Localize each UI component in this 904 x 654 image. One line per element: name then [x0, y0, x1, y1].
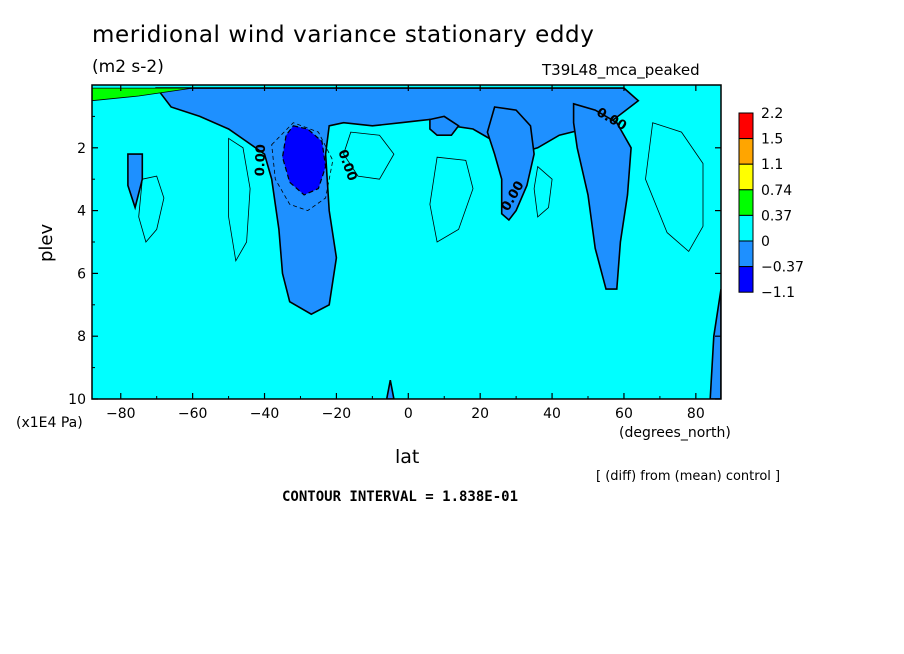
- diff-note: [ (diff) from (mean) control ]: [596, 469, 781, 484]
- x-tick-label: −80: [106, 406, 136, 422]
- colorbar-label: 1.1: [761, 157, 783, 173]
- thin-contour: [271, 122, 334, 212]
- top-band-positive: [92, 87, 193, 102]
- x-axis-label: lat: [395, 446, 420, 468]
- colorbar-swatch: [738, 112, 754, 140]
- colorbar-swatch: [738, 214, 754, 242]
- negative-region-equator-blob: [429, 115, 460, 136]
- y-tick-label: 8: [77, 329, 86, 345]
- thin-contour: [533, 165, 553, 218]
- colorbar-swatch: [738, 189, 754, 216]
- x-tick-label: −40: [250, 406, 280, 422]
- chart-title: meridional wind variance stationary eddy: [92, 22, 595, 48]
- colorbar-swatch: [738, 163, 754, 191]
- thin-contour: [429, 156, 474, 243]
- colorbar-swatch: [738, 138, 754, 165]
- thin-contour: [138, 175, 165, 243]
- negative-region-nh-trop-tongue: [486, 106, 535, 222]
- negative-region-right-edge: [709, 288, 721, 399]
- colorbar-label: 0.74: [761, 183, 792, 199]
- y-tick-label: 2: [77, 141, 86, 157]
- y-tick-label: 10: [68, 392, 86, 408]
- colorbar-label: 2.2: [761, 106, 783, 122]
- colorbar-label: 0.37: [761, 208, 792, 224]
- x-tick-label: 20: [471, 406, 489, 422]
- x-tick-label: 40: [543, 406, 561, 422]
- x-axis-units: (degrees_north): [619, 425, 731, 441]
- background-fill: [92, 85, 721, 399]
- colorbar-label: −0.37: [761, 260, 804, 276]
- chart-units: (m2 s-2): [92, 57, 164, 77]
- contour-label: 0.00: [253, 144, 269, 177]
- x-tick-label: 0: [404, 406, 413, 422]
- colorbar-label: 0: [761, 234, 770, 250]
- contour-interval: CONTOUR INTERVAL = 1.838E-01: [282, 489, 519, 505]
- negative-region-nh-column: [572, 102, 632, 290]
- negative-region-bottom-spike: [385, 380, 395, 399]
- run-name: T39L48_mca_peaked: [542, 61, 700, 79]
- strong-negative-region-core: [281, 125, 327, 196]
- colorbar-swatch: [738, 266, 754, 293]
- y-axis-units: (x1E4 Pa): [16, 415, 83, 431]
- x-tick-label: 80: [687, 406, 705, 422]
- y-tick-label: 4: [77, 204, 86, 220]
- x-tick-label: 60: [615, 406, 633, 422]
- negative-region-south-sliver: [127, 153, 144, 211]
- thin-contour: [645, 122, 704, 253]
- colorbar-label: 1.5: [761, 132, 783, 148]
- colorbar: 2.2 1.5 1.1 0.74 0.37 0 −0.37 −1.1: [738, 106, 804, 301]
- x-tick-label: −20: [322, 406, 352, 422]
- x-tick-label: −60: [178, 406, 208, 422]
- thin-contour: [343, 131, 395, 180]
- colorbar-label: −1.1: [761, 285, 795, 301]
- y-axis-label: plev: [36, 223, 57, 262]
- colorbar-swatch: [738, 240, 754, 268]
- y-tick-label: 6: [77, 266, 86, 282]
- thin-contour: [228, 137, 251, 262]
